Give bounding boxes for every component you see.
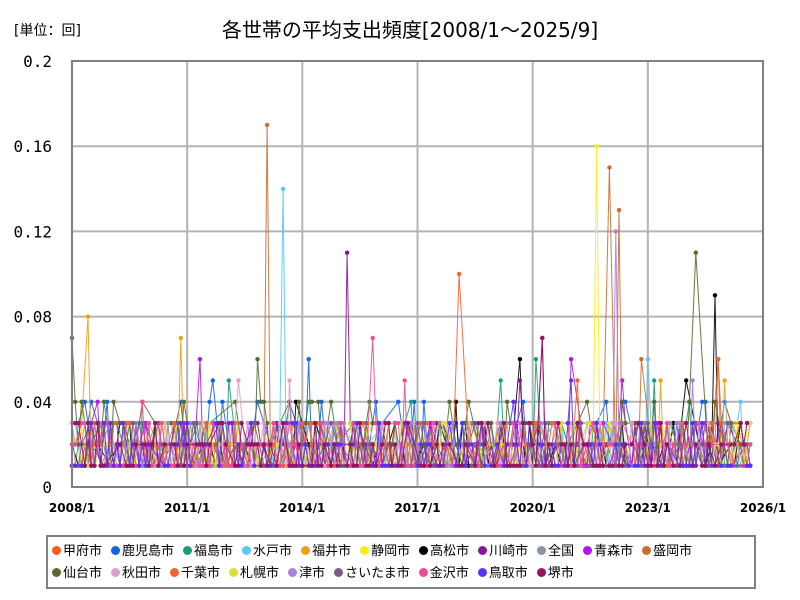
x-tick-label: 2014/1 xyxy=(279,501,325,515)
legend-label: 鹿児島市 xyxy=(122,544,175,559)
legend-marker-icon xyxy=(111,568,121,577)
series-堺市 xyxy=(73,335,750,468)
y-tick-label: 0.2 xyxy=(23,52,52,71)
legend-marker-icon xyxy=(52,546,61,555)
legend-item: 青森市 xyxy=(583,541,633,563)
legend-item: 甲府市 xyxy=(52,541,102,563)
legend-marker-icon xyxy=(583,546,593,555)
legend-label: 青森市 xyxy=(594,544,634,559)
legend-marker-icon xyxy=(334,568,344,577)
legend-item: 金沢市 xyxy=(418,563,469,585)
legend-label: さいたま市 xyxy=(345,566,410,581)
legend-label: 福島市 xyxy=(194,544,234,559)
legend-label: 秋田市 xyxy=(122,566,162,581)
unit-label: [単位：回] xyxy=(14,23,81,39)
legend-marker-icon xyxy=(419,546,429,555)
data-series xyxy=(69,122,753,468)
legend-marker-icon xyxy=(477,568,487,577)
x-axis-ticks: 2008/1 2011/1 2014/1 2017/1 2020/1 2023/1 2026… xyxy=(49,501,786,515)
y-tick-label: 0.16 xyxy=(13,137,52,156)
legend-label: 津市 xyxy=(299,566,326,581)
legend-marker-icon xyxy=(170,568,180,577)
series-盛岡市 xyxy=(69,122,753,468)
legend: 甲府市 鹿児島市 福島市 水戸市 福井市 静岡市 高松市 川崎市 全国 青森市 盛岡市仙台市 秋田市 千… xyxy=(46,535,756,589)
x-tick-label: 2017/1 xyxy=(394,501,440,515)
legend-item: さいたま市 xyxy=(334,563,410,585)
x-tick-label: 2026/1 xyxy=(740,501,786,515)
legend-label: 札幌市 xyxy=(240,566,280,581)
legend-marker-icon xyxy=(536,568,546,577)
legend-item: 静岡市 xyxy=(360,541,410,563)
legend-marker-icon xyxy=(52,568,61,577)
x-tick-label: 2011/1 xyxy=(164,501,210,515)
legend-item: 福井市 xyxy=(301,541,351,563)
legend-item: 秋田市 xyxy=(111,563,161,585)
legend-label: 鳥取市 xyxy=(488,566,528,581)
legend-marker-icon xyxy=(478,546,488,555)
legend-item: 福島市 xyxy=(183,541,233,563)
legend-label: 仙台市 xyxy=(63,566,103,581)
legend-marker-icon xyxy=(111,546,121,555)
x-tick-label: 2023/1 xyxy=(625,501,671,515)
legend-item: 仙台市 xyxy=(52,563,102,585)
legend-label: 全国 xyxy=(548,544,575,559)
chart-title: 各世帯の平均支出頻度[2008/1～2025/9] xyxy=(221,18,599,42)
legend-marker-icon xyxy=(360,546,370,555)
legend-label: 高松市 xyxy=(430,544,470,559)
legend-label: 甲府市 xyxy=(63,544,103,559)
plot-frame xyxy=(71,60,764,488)
legend-item: 鹿児島市 xyxy=(111,541,174,563)
legend-item: 盛岡市 xyxy=(642,541,692,563)
legend-item: 堺市 xyxy=(536,563,574,585)
legend-marker-icon xyxy=(642,546,652,555)
legend-item: 津市 xyxy=(288,563,325,585)
legend-label: 金沢市 xyxy=(429,566,469,581)
legend-label: 福井市 xyxy=(312,544,352,559)
legend-item: 札幌市 xyxy=(229,563,279,585)
y-axis-ticks: 0 0.04 0.08 0.12 0.16 0.2 xyxy=(13,52,52,497)
legend-marker-icon xyxy=(229,568,239,577)
legend-marker-icon xyxy=(288,568,298,577)
legend-marker-icon xyxy=(418,568,428,577)
legend-label: 川崎市 xyxy=(489,544,529,559)
legend-item: 高松市 xyxy=(419,541,469,563)
legend-label: 堺市 xyxy=(547,566,574,581)
legend-label: 千葉市 xyxy=(181,566,221,581)
y-tick-label: 0.08 xyxy=(13,308,52,327)
x-tick-label: 2008/1 xyxy=(49,501,95,515)
legend-label: 盛岡市 xyxy=(653,544,693,559)
y-tick-label: 0.12 xyxy=(13,222,52,241)
legend-marker-icon xyxy=(301,546,311,555)
legend-marker-icon xyxy=(537,546,547,555)
y-tick-label: 0.04 xyxy=(13,393,52,412)
plot-area: 00.040.080.120.160.2 2008/1 2011/1 2014/1 2… xyxy=(13,52,786,515)
legend-item: 鳥取市 xyxy=(477,563,528,585)
legend-marker-icon xyxy=(242,546,252,555)
legend-label: 水戸市 xyxy=(253,544,293,559)
legend-item: 全国 xyxy=(537,541,574,563)
y-tick-label: 0 xyxy=(42,478,52,497)
legend-item: 水戸市 xyxy=(242,541,292,563)
legend-item: 川崎市 xyxy=(478,541,528,563)
legend-marker-icon xyxy=(183,546,193,555)
x-tick-label: 2020/1 xyxy=(510,501,556,515)
legend-label: 静岡市 xyxy=(371,544,411,559)
legend-item: 千葉市 xyxy=(170,563,220,585)
